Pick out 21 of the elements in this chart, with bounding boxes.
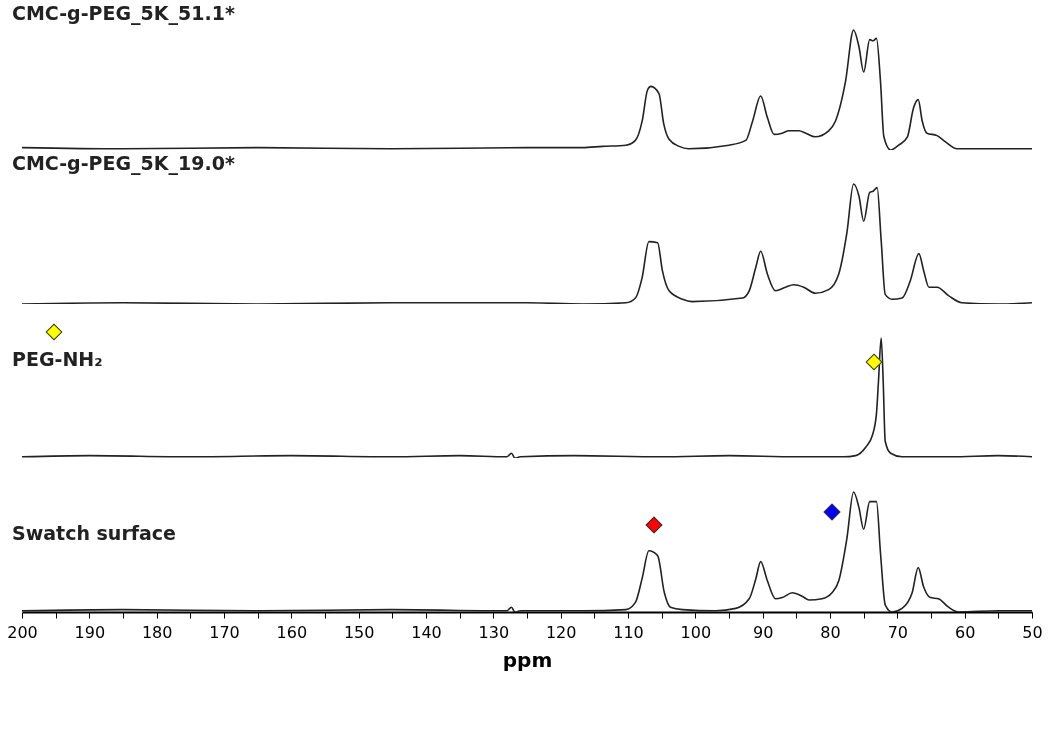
x-tick-label: 160 <box>276 622 308 642</box>
x-tick-label: 90 <box>752 622 774 642</box>
x-tick-label: 150 <box>343 622 375 642</box>
text: Swatch surface <box>12 522 176 544</box>
x-tick-label: 120 <box>545 622 577 642</box>
text: CMC-g-PEG_5K_19.0* <box>12 152 235 175</box>
x-tick-label: 110 <box>613 622 644 642</box>
text: PEG-NH₂ <box>12 348 103 370</box>
x-tick-label: 50 <box>1022 622 1043 642</box>
x-tick-label: 140 <box>411 622 442 642</box>
x-tick-label: 100 <box>680 622 712 642</box>
text: CMC-g-PEG_5K_51.1* <box>12 2 235 25</box>
x-axis-title: ppm <box>502 647 553 672</box>
x-tick-label: 190 <box>74 622 106 642</box>
x-tick-label: 60 <box>954 622 976 642</box>
x-tick-label: 80 <box>820 622 841 642</box>
x-tick-label: 170 <box>209 622 240 642</box>
x-tick-label: 180 <box>141 622 173 642</box>
x-tick-label: 130 <box>478 622 510 642</box>
x-tick-label: 200 <box>7 622 38 642</box>
x-tick-label: 70 <box>887 622 909 642</box>
